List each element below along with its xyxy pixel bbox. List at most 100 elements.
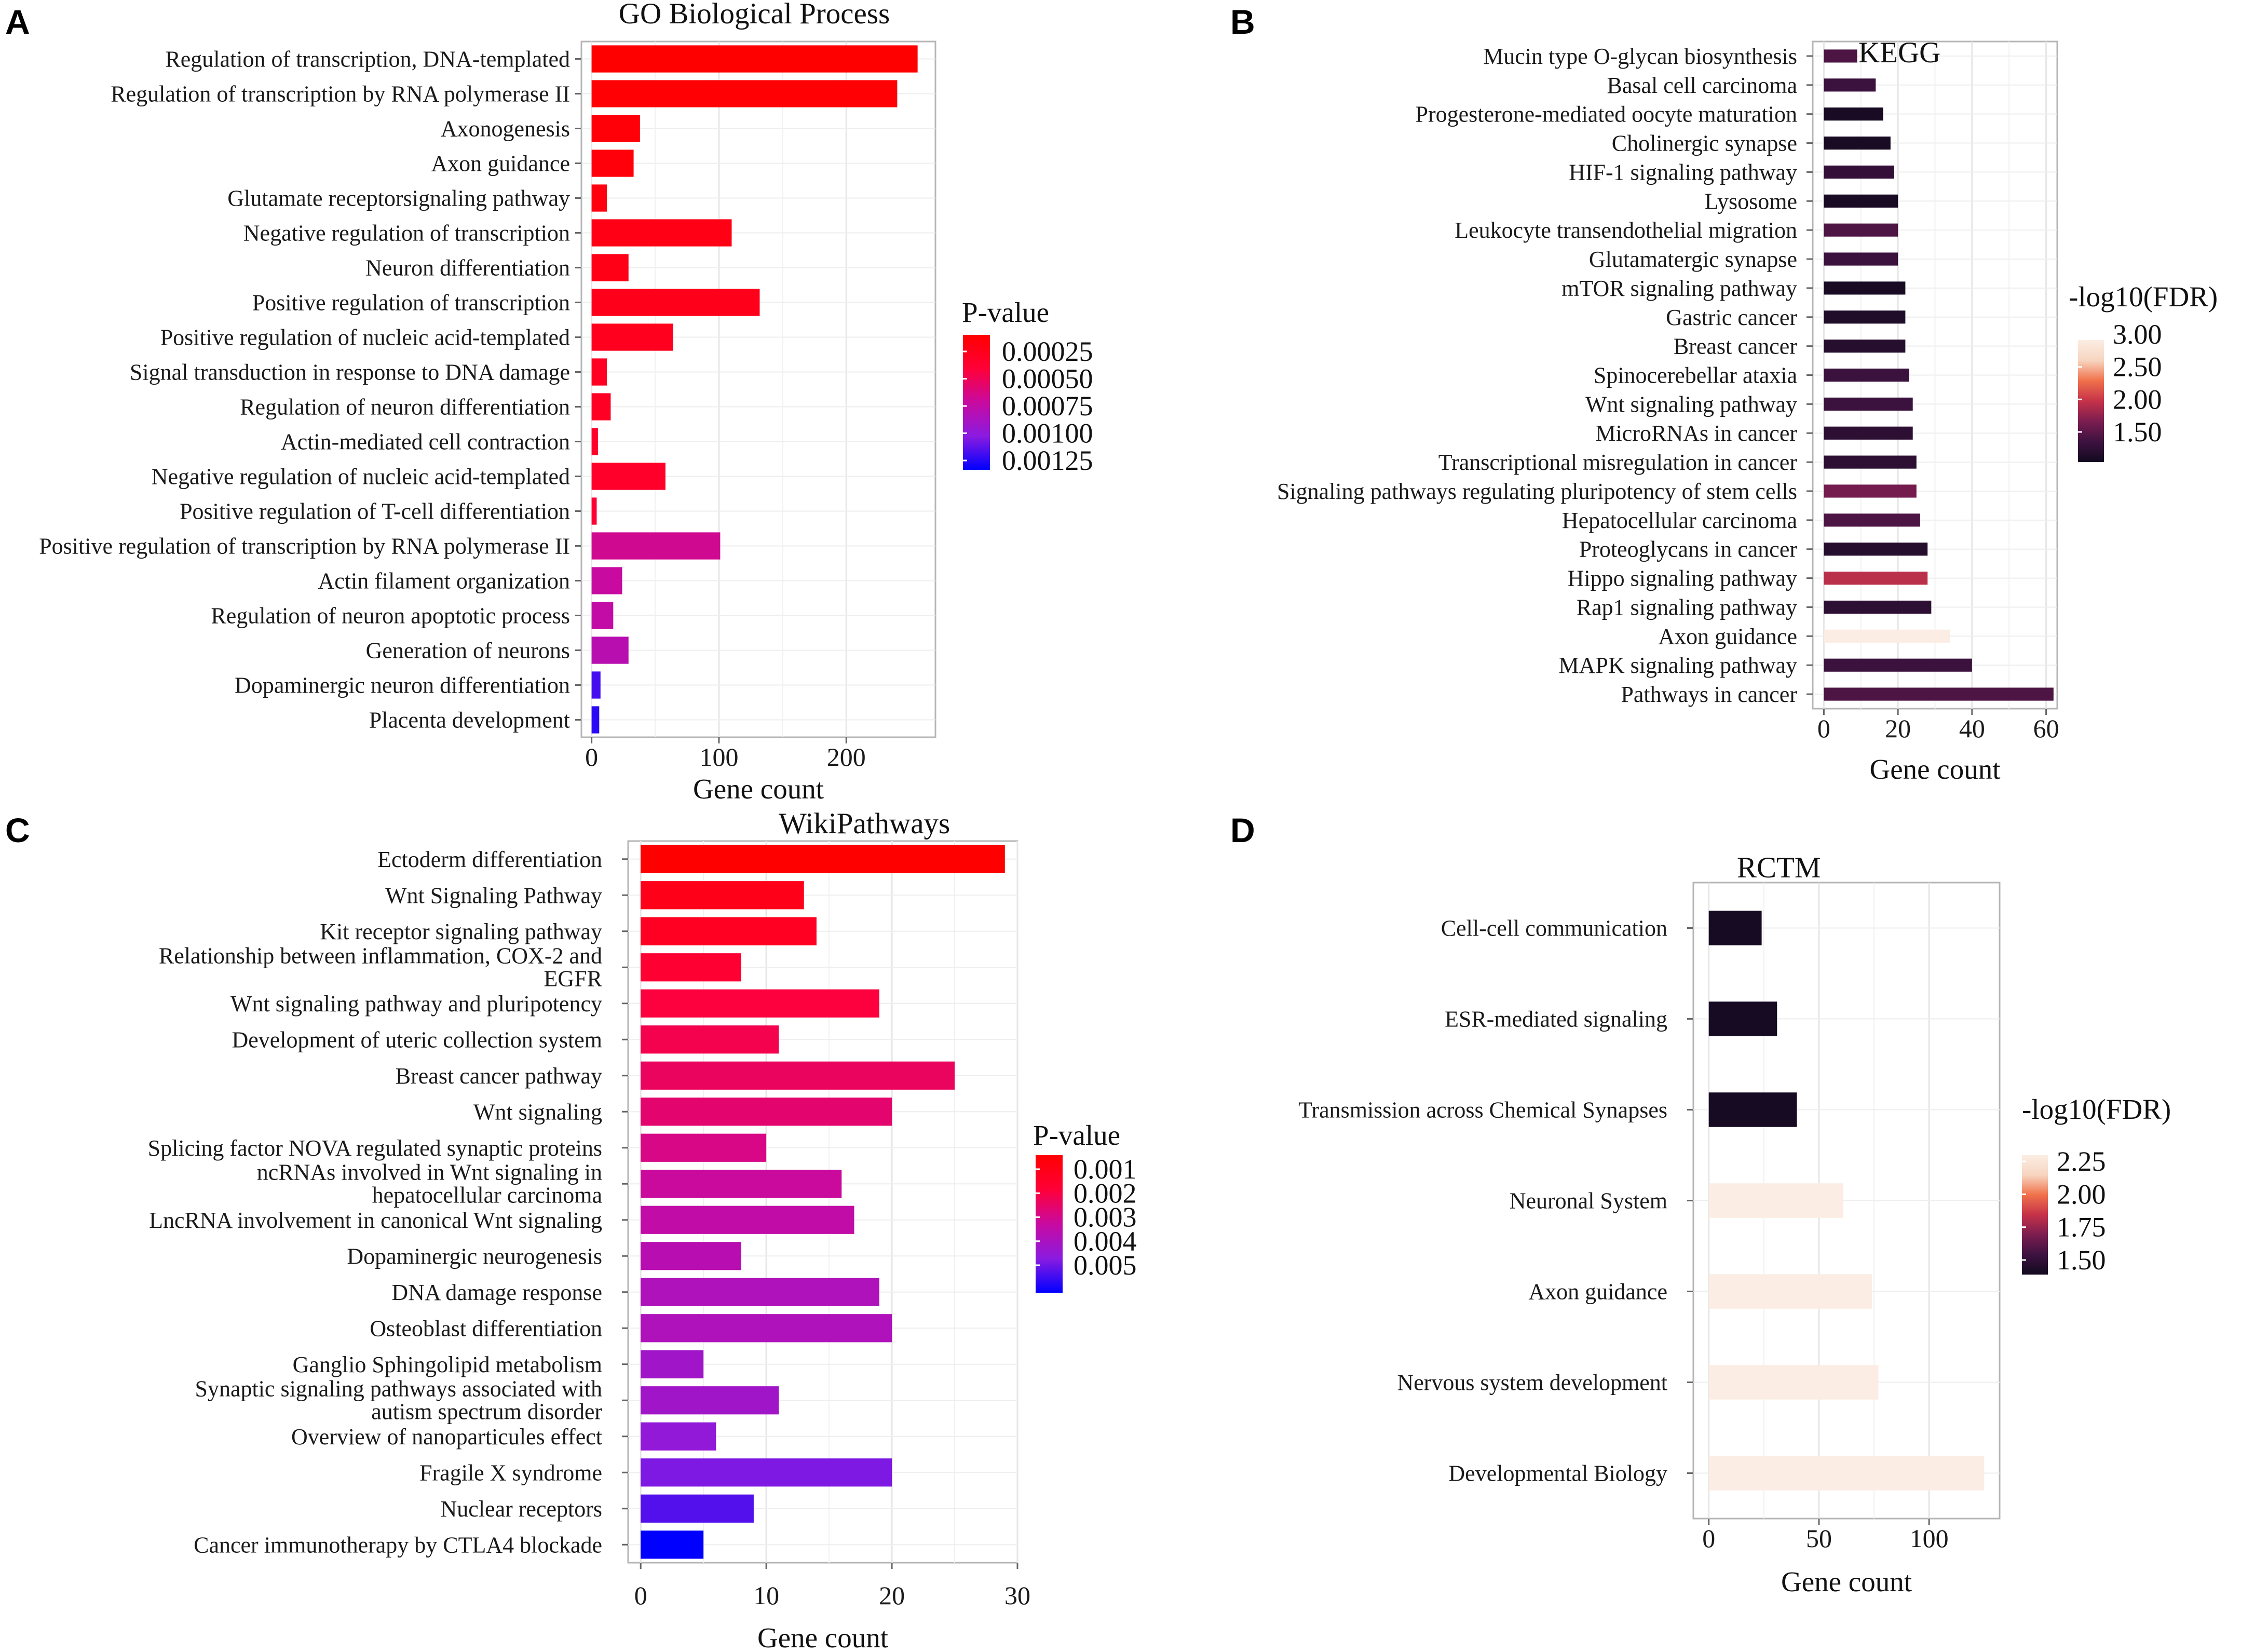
bar-positive-regulation-of-transcription-by-rna-polymerase-ii xyxy=(591,532,721,560)
category-label-transcriptional-misregulation-in-cancer: Transcriptional misregulation in cancer xyxy=(1438,450,1798,475)
category-label-lncrna-involvement-in-canonical-wnt-signaling: LncRNA involvement in canonical Wnt sign… xyxy=(149,1208,602,1233)
bar-neuron-differentiation xyxy=(591,254,629,281)
x-tick-label: 100 xyxy=(1910,1524,1949,1553)
legend-tick-label: 0.00075 xyxy=(1002,390,1093,422)
bar-rap1-signaling-pathway xyxy=(1824,600,1932,614)
category-label-fragile-x-syndrome: Fragile X syndrome xyxy=(419,1460,602,1485)
bar-micrornas-in-cancer xyxy=(1824,426,1913,440)
bar-neuronal-system xyxy=(1708,1183,1843,1218)
category-label-splicing-factor-nova-regulated-synaptic-proteins: Splicing factor NOVA regulated synaptic … xyxy=(148,1135,602,1161)
bar-nuclear-receptors xyxy=(641,1494,754,1523)
x-tick-label: 100 xyxy=(699,742,738,771)
category-label-actin-filament-organization: Actin filament organization xyxy=(318,568,570,594)
bar-wnt-signaling-pathway-and-pluripotency xyxy=(641,989,879,1018)
legend-title: -log10(FDR) xyxy=(2069,281,2218,313)
panel-label-b: B xyxy=(1230,3,1255,41)
bar-hepatocellular-carcinoma xyxy=(1824,513,1920,527)
chart-title: KEGG xyxy=(1858,36,1940,69)
x-axis-label: Gene count xyxy=(757,1622,888,1652)
category-label-basal-cell-carcinoma: Basal cell carcinoma xyxy=(1607,73,1797,98)
legend-tick-label: 2.00 xyxy=(2057,1179,2106,1210)
bar-ganglio-sphingolipid-metabolism xyxy=(641,1350,704,1378)
category-label-regulation-of-transcription-by-rna-polymerase-ii: Regulation of transcription by RNA polym… xyxy=(111,82,570,107)
bar-signaling-pathways-regulating-pluripotency-of-stem-cells xyxy=(1824,484,1917,498)
bar-axon-guidance xyxy=(1824,629,1950,643)
panel-a-go-biological-process: Regulation of transcription, DNA-templat… xyxy=(39,0,1093,805)
panel-label-d: D xyxy=(1230,811,1255,849)
bar-glutamate-receptorsignaling-pathway xyxy=(591,184,607,212)
category-label-proteoglycans-in-cancer: Proteoglycans in cancer xyxy=(1579,537,1798,562)
bar-developmental-biology xyxy=(1708,1456,1985,1491)
x-tick-label: 0 xyxy=(1817,714,1830,743)
category-label-dopaminergic-neurogenesis: Dopaminergic neurogenesis xyxy=(347,1243,602,1269)
plot-area xyxy=(627,840,1018,1564)
x-tick-label: 200 xyxy=(827,742,866,771)
category-label-placenta-development: Placenta development xyxy=(369,708,570,733)
category-label-positive-regulation-of-transcription: Positive regulation of transcription xyxy=(252,290,570,316)
legend-tick-label: 0.003 xyxy=(1074,1202,1137,1233)
bar-lncrna-involvement-in-canonical-wnt-signaling xyxy=(641,1206,854,1234)
bar-cancer-immunotherapy-by-ctla4-blockade xyxy=(641,1531,704,1559)
bar-negative-regulation-of-transcription xyxy=(591,219,732,247)
category-label-breast-cancer: Breast cancer xyxy=(1674,334,1798,359)
category-label-ectoderm-differentiation: Ectoderm differentiation xyxy=(377,847,602,872)
category-label-cholinergic-synapse: Cholinergic synapse xyxy=(1612,131,1797,156)
bar-osteoblast-differentiation xyxy=(641,1314,892,1343)
legend-tick-label: 2.50 xyxy=(2113,351,2162,383)
bar-cell-cell-communication xyxy=(1708,911,1762,945)
legend-title: -log10(FDR) xyxy=(2022,1093,2171,1125)
bar-regulation-of-neuron-differentiation xyxy=(591,393,611,421)
x-axis-label: Gene count xyxy=(693,773,824,805)
bar-breast-cancer xyxy=(1824,340,1906,353)
category-label-hepatocellular-carcinoma: Hepatocellular carcinoma xyxy=(1562,508,1797,533)
legend-tick-label: 0.00025 xyxy=(1002,336,1093,367)
category-label-cell-cell-communication: Cell-cell communication xyxy=(1441,916,1667,941)
x-tick-label: 10 xyxy=(753,1581,779,1610)
category-label-nervous-system-development: Nervous system development xyxy=(1397,1370,1667,1396)
category-label-positive-regulation-of-t-cell-differentiation: Positive regulation of T-cell differenti… xyxy=(180,499,570,524)
bar-positive-regulation-of-transcription xyxy=(591,289,760,316)
category-label-signaling-pathways-regulating-pluripotency-of-stem-cells: Signaling pathways regulating pluripoten… xyxy=(1277,479,1797,504)
chart-title: WikiPathways xyxy=(779,807,950,840)
category-label-ganglio-sphingolipid-metabolism: Ganglio Sphingolipid metabolism xyxy=(293,1352,602,1377)
bar-positive-regulation-of-t-cell-differentiation xyxy=(591,497,597,525)
category-label-dna-damage-response: DNA damage response xyxy=(391,1280,602,1305)
category-label-nuclear-receptors: Nuclear receptors xyxy=(441,1496,602,1522)
bar-relationship-between-inflammation-cox-2-and-egfr xyxy=(641,953,741,982)
bar-spinocerebellar-ataxia xyxy=(1824,368,1909,382)
x-axis-label: Gene count xyxy=(1781,1566,1912,1597)
legend-tick-label: 0.00100 xyxy=(1002,418,1093,449)
category-label-mapk-signaling-pathway: MAPK signaling pathway xyxy=(1558,653,1797,678)
category-label-wnt-signaling-pathway: Wnt signaling pathway xyxy=(1585,391,1797,417)
bar-signal-transduction-in-response-to-dna-damage xyxy=(591,358,607,386)
category-label-glutamate-receptorsignaling-pathway: Glutamate receptorsignaling pathway xyxy=(227,186,570,211)
category-label-wnt-signaling-pathway-and-pluripotency: Wnt signaling pathway and pluripotency xyxy=(230,991,602,1017)
category-label-relationship-between-inflammation-cox-2-and-egfr: Relationship between inflammation, COX-2… xyxy=(159,943,603,991)
bar-positive-regulation-of-nucleic-acid-templated xyxy=(591,323,673,351)
category-label-breast-cancer-pathway: Breast cancer pathway xyxy=(396,1063,602,1089)
chart-title: GO Biological Process xyxy=(619,0,890,30)
category-label-line: ncRNAs involved in Wnt signaling in xyxy=(257,1159,602,1185)
bar-generation-of-neurons xyxy=(591,637,629,664)
bar-cholinergic-synapse xyxy=(1824,136,1891,150)
bar-regulation-of-neuron-apoptotic-process xyxy=(591,602,614,629)
category-label-regulation-of-neuron-apoptotic-process: Regulation of neuron apoptotic process xyxy=(211,603,570,629)
category-label-wnt-signaling-pathway: Wnt Signaling Pathway xyxy=(385,883,602,908)
legend-colorbar xyxy=(1036,1155,1063,1293)
panel-c-wikipathways: Ectoderm differentiation Wnt Signaling Pa… xyxy=(148,807,1137,1652)
category-label-negative-regulation-of-nucleic-acid-templated: Negative regulation of nucleic acid-temp… xyxy=(152,464,570,490)
bar-ncrnas-involved-in-wnt-signaling-in-hepatocellular-carcinoma xyxy=(641,1170,842,1198)
category-label-glutamatergic-synapse: Glutamatergic synapse xyxy=(1589,247,1797,272)
bar-wnt-signaling xyxy=(641,1098,892,1126)
bar-glutamatergic-synapse xyxy=(1824,252,1898,266)
bar-transcriptional-misregulation-in-cancer xyxy=(1824,455,1917,469)
category-label-development-of-uteric-collection-system: Development of uteric collection system xyxy=(232,1027,602,1052)
legend-tick-label: 2.00 xyxy=(2113,384,2162,415)
bar-mucin-type-o-glycan-biosynthesis xyxy=(1824,49,1857,63)
x-tick-label: 30 xyxy=(1004,1581,1030,1610)
legend-tick-label: 3.00 xyxy=(2113,319,2162,350)
x-tick-label: 0 xyxy=(585,742,598,771)
x-tick-label: 20 xyxy=(879,1581,905,1610)
category-label-axon-guidance: Axon guidance xyxy=(1658,624,1797,649)
bar-dopaminergic-neurogenesis xyxy=(641,1242,741,1270)
